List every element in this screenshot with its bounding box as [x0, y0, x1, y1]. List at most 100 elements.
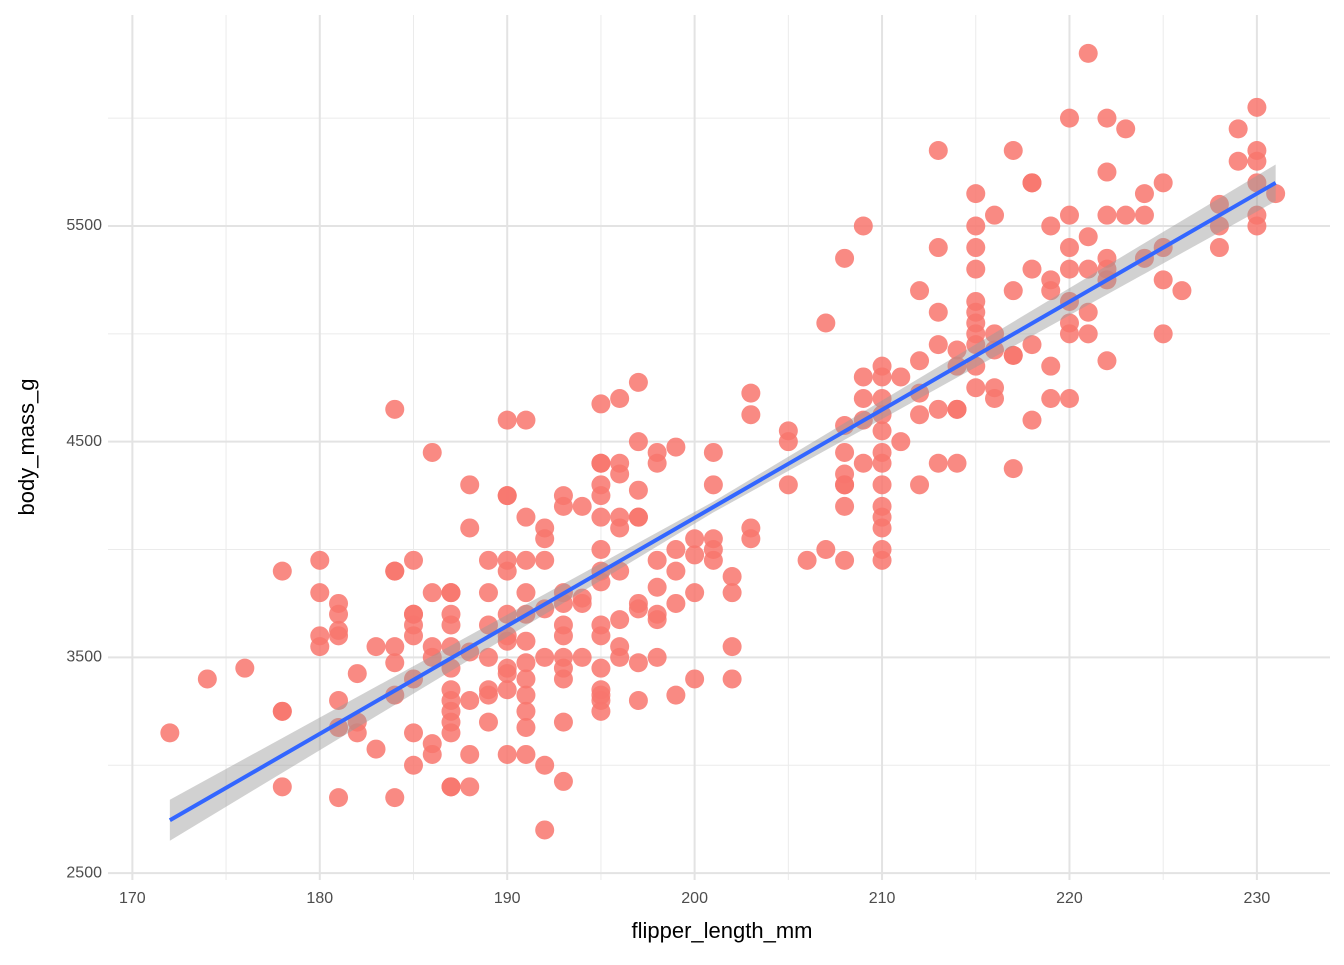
point: [647, 453, 667, 473]
point: [985, 324, 1005, 344]
point: [853, 367, 873, 387]
y-axis-label: body_mass_g: [14, 379, 39, 516]
point: [422, 442, 442, 462]
point: [516, 669, 536, 689]
point: [535, 599, 555, 619]
point: [741, 405, 761, 425]
point: [1078, 302, 1098, 322]
point: [1172, 281, 1192, 301]
point: [329, 604, 349, 624]
point: [404, 723, 423, 743]
point: [966, 259, 986, 279]
point: [1247, 151, 1267, 171]
point: [835, 475, 855, 495]
point: [891, 432, 911, 452]
point: [1078, 43, 1098, 63]
point: [816, 313, 836, 333]
point: [1041, 356, 1061, 376]
point: [647, 577, 667, 597]
point: [741, 383, 761, 403]
point: [610, 647, 630, 667]
point: [928, 399, 948, 419]
point: [1022, 259, 1042, 279]
point: [628, 480, 648, 500]
point: [366, 637, 386, 657]
point: [1153, 270, 1173, 290]
point: [422, 744, 442, 764]
point: [272, 561, 292, 581]
point: [666, 437, 686, 457]
point: [1022, 410, 1042, 430]
point: [666, 540, 686, 560]
point: [703, 475, 723, 495]
point: [441, 658, 461, 678]
point: [1209, 194, 1229, 214]
point: [666, 593, 686, 613]
point: [1003, 345, 1023, 365]
point: [872, 550, 892, 570]
point: [404, 626, 423, 646]
point: [516, 550, 536, 570]
point: [272, 777, 292, 797]
point: [460, 744, 480, 764]
point: [835, 248, 855, 268]
point: [535, 647, 555, 667]
point: [591, 507, 611, 527]
x-tick-label: 170: [119, 890, 146, 907]
point: [441, 777, 461, 797]
point: [628, 653, 648, 673]
point: [628, 372, 648, 392]
point: [610, 561, 630, 581]
point: [947, 340, 967, 360]
point: [928, 238, 948, 258]
point: [853, 216, 873, 236]
point: [628, 599, 648, 619]
point: [628, 691, 648, 711]
point: [385, 653, 405, 673]
point: [591, 540, 611, 560]
point: [1022, 173, 1042, 193]
point: [628, 507, 648, 527]
point: [666, 561, 686, 581]
point: [872, 518, 892, 538]
point: [966, 378, 986, 398]
point: [1209, 238, 1229, 258]
point: [872, 367, 892, 387]
point: [516, 717, 536, 737]
point: [553, 771, 573, 791]
point: [685, 545, 705, 565]
point: [610, 464, 630, 484]
point: [1078, 324, 1098, 344]
point: [1059, 389, 1079, 409]
x-tick-label: 210: [869, 890, 896, 907]
point: [497, 604, 517, 624]
point: [553, 669, 573, 689]
point: [966, 216, 986, 236]
point: [872, 453, 892, 473]
point: [385, 788, 405, 808]
point: [591, 626, 611, 646]
point: [891, 367, 911, 387]
point: [685, 529, 705, 549]
y-tick-label: 2500: [66, 864, 102, 881]
point: [460, 642, 480, 662]
point: [572, 647, 592, 667]
point: [647, 610, 667, 630]
point: [647, 550, 667, 570]
point: [497, 410, 517, 430]
point: [1003, 281, 1023, 301]
point: [1041, 389, 1061, 409]
point: [1134, 205, 1154, 225]
point: [778, 432, 798, 452]
point: [853, 389, 873, 409]
point: [910, 383, 930, 403]
point: [572, 496, 592, 516]
point: [647, 647, 667, 667]
point: [928, 302, 948, 322]
point: [722, 583, 742, 603]
point: [966, 238, 986, 258]
point: [516, 744, 536, 764]
point: [497, 486, 517, 506]
point: [966, 356, 986, 376]
point: [441, 615, 461, 635]
